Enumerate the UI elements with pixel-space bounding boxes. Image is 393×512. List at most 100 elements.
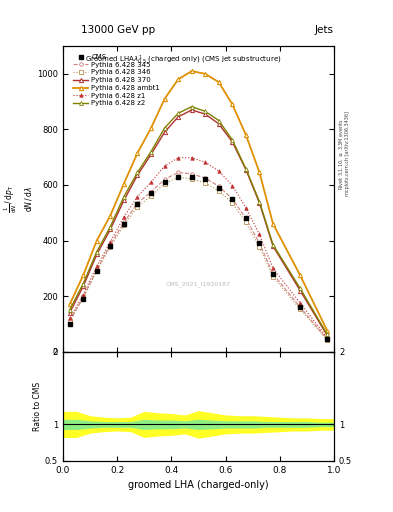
CMS xyxy=(121,221,126,227)
Pythia 6.428 345 xyxy=(121,220,126,226)
Pythia 6.428 z2 xyxy=(162,125,167,131)
CMS xyxy=(94,268,99,274)
Pythia 6.428 ambt1 xyxy=(244,132,248,138)
Line: Pythia 6.428 ambt1: Pythia 6.428 ambt1 xyxy=(68,69,329,333)
Text: Jets: Jets xyxy=(315,25,334,35)
Pythia 6.428 z1 xyxy=(121,214,126,220)
Pythia 6.428 346 xyxy=(325,337,330,343)
Pythia 6.428 z2 xyxy=(217,117,221,123)
CMS xyxy=(162,179,167,185)
Pythia 6.428 345 xyxy=(244,215,248,221)
Pythia 6.428 ambt1 xyxy=(298,272,303,279)
Pythia 6.428 346 xyxy=(230,200,235,206)
Pythia 6.428 346 xyxy=(108,244,113,250)
Pythia 6.428 ambt1 xyxy=(108,212,113,219)
Pythia 6.428 370 xyxy=(203,111,208,117)
Pythia 6.428 ambt1 xyxy=(217,79,221,86)
Pythia 6.428 346 xyxy=(135,204,140,210)
Pythia 6.428 ambt1 xyxy=(176,76,180,82)
Pythia 6.428 z2 xyxy=(230,137,235,143)
Pythia 6.428 370 xyxy=(298,287,303,293)
Pythia 6.428 ambt1 xyxy=(135,150,140,156)
Pythia 6.428 ambt1 xyxy=(149,125,153,131)
Pythia 6.428 346 xyxy=(217,188,221,194)
CMS xyxy=(176,174,180,180)
Pythia 6.428 ambt1 xyxy=(271,221,275,227)
Pythia 6.428 ambt1 xyxy=(67,302,72,308)
Pythia 6.428 346 xyxy=(257,244,262,250)
Pythia 6.428 345 xyxy=(176,169,180,176)
Pythia 6.428 345 xyxy=(325,336,330,342)
Legend: CMS, Pythia 6.428 345, Pythia 6.428 346, Pythia 6.428 370, Pythia 6.428 ambt1, P: CMS, Pythia 6.428 345, Pythia 6.428 346,… xyxy=(72,53,162,108)
Pythia 6.428 370 xyxy=(81,283,86,289)
CMS xyxy=(189,174,194,180)
Pythia 6.428 345 xyxy=(230,196,235,202)
Pythia 6.428 346 xyxy=(94,268,99,274)
Pythia 6.428 346 xyxy=(121,222,126,228)
Pythia 6.428 ambt1 xyxy=(230,101,235,108)
CMS xyxy=(230,196,235,202)
Pythia 6.428 370 xyxy=(325,332,330,338)
CMS xyxy=(149,190,153,197)
Pythia 6.428 z1 xyxy=(325,335,330,341)
Text: mcplots.cern.ch [arXiv:1306.3436]: mcplots.cern.ch [arXiv:1306.3436] xyxy=(345,111,350,196)
Pythia 6.428 ambt1 xyxy=(203,71,208,77)
Pythia 6.428 370 xyxy=(244,166,248,173)
Pythia 6.428 345 xyxy=(271,271,275,277)
Pythia 6.428 z2 xyxy=(135,169,140,176)
CMS xyxy=(244,215,248,221)
CMS xyxy=(67,321,72,327)
Line: Pythia 6.428 345: Pythia 6.428 345 xyxy=(68,170,329,341)
Pythia 6.428 345 xyxy=(81,294,86,301)
Pythia 6.428 z2 xyxy=(257,199,262,205)
Text: Groomed LHA$\lambda^{1}_{0.5}$ (charged only) (CMS jet substructure): Groomed LHA$\lambda^{1}_{0.5}$ (charged … xyxy=(84,54,281,67)
Pythia 6.428 z2 xyxy=(149,148,153,155)
CMS xyxy=(325,336,330,342)
Pythia 6.428 ambt1 xyxy=(257,169,262,176)
CMS xyxy=(81,296,86,302)
Pythia 6.428 ambt1 xyxy=(325,328,330,334)
Pythia 6.428 z1 xyxy=(149,179,153,185)
Pythia 6.428 370 xyxy=(67,310,72,316)
CMS xyxy=(135,201,140,207)
Pythia 6.428 z1 xyxy=(217,168,221,174)
Pythia 6.428 z2 xyxy=(189,103,194,110)
CMS xyxy=(298,304,303,310)
Pythia 6.428 z2 xyxy=(94,249,99,255)
Pythia 6.428 370 xyxy=(162,129,167,135)
Pythia 6.428 z2 xyxy=(81,281,86,287)
Pythia 6.428 346 xyxy=(162,181,167,187)
Pythia 6.428 z1 xyxy=(257,231,262,238)
Pythia 6.428 z2 xyxy=(325,331,330,337)
Pythia 6.428 370 xyxy=(217,121,221,127)
Pythia 6.428 ambt1 xyxy=(162,96,167,102)
Pythia 6.428 345 xyxy=(108,242,113,248)
Pythia 6.428 370 xyxy=(189,107,194,113)
Text: 13000 GeV pp: 13000 GeV pp xyxy=(81,25,155,35)
Pythia 6.428 z1 xyxy=(81,292,86,298)
Text: Rivet 3.1.10, $\geq$ 3.3M events: Rivet 3.1.10, $\geq$ 3.3M events xyxy=(337,118,345,189)
Pythia 6.428 z2 xyxy=(176,110,180,116)
Pythia 6.428 345 xyxy=(135,200,140,206)
CMS xyxy=(203,176,208,182)
Pythia 6.428 ambt1 xyxy=(81,272,86,279)
Pythia 6.428 345 xyxy=(298,304,303,310)
Pythia 6.428 z2 xyxy=(108,224,113,230)
CMS xyxy=(257,240,262,246)
Pythia 6.428 345 xyxy=(162,176,167,182)
Pythia 6.428 370 xyxy=(108,226,113,232)
Line: Pythia 6.428 z2: Pythia 6.428 z2 xyxy=(68,104,329,336)
Pythia 6.428 346 xyxy=(298,306,303,312)
Pythia 6.428 370 xyxy=(257,200,262,206)
Pythia 6.428 z2 xyxy=(298,285,303,291)
Pythia 6.428 345 xyxy=(149,189,153,195)
Pythia 6.428 z1 xyxy=(135,194,140,200)
Pythia 6.428 345 xyxy=(217,183,221,189)
Pythia 6.428 346 xyxy=(203,180,208,186)
Pythia 6.428 346 xyxy=(244,220,248,226)
Pythia 6.428 z1 xyxy=(271,265,275,271)
Pythia 6.428 z1 xyxy=(203,159,208,165)
Pythia 6.428 370 xyxy=(121,197,126,203)
Pythia 6.428 z2 xyxy=(121,194,126,200)
Y-axis label: Ratio to CMS: Ratio to CMS xyxy=(33,381,42,431)
